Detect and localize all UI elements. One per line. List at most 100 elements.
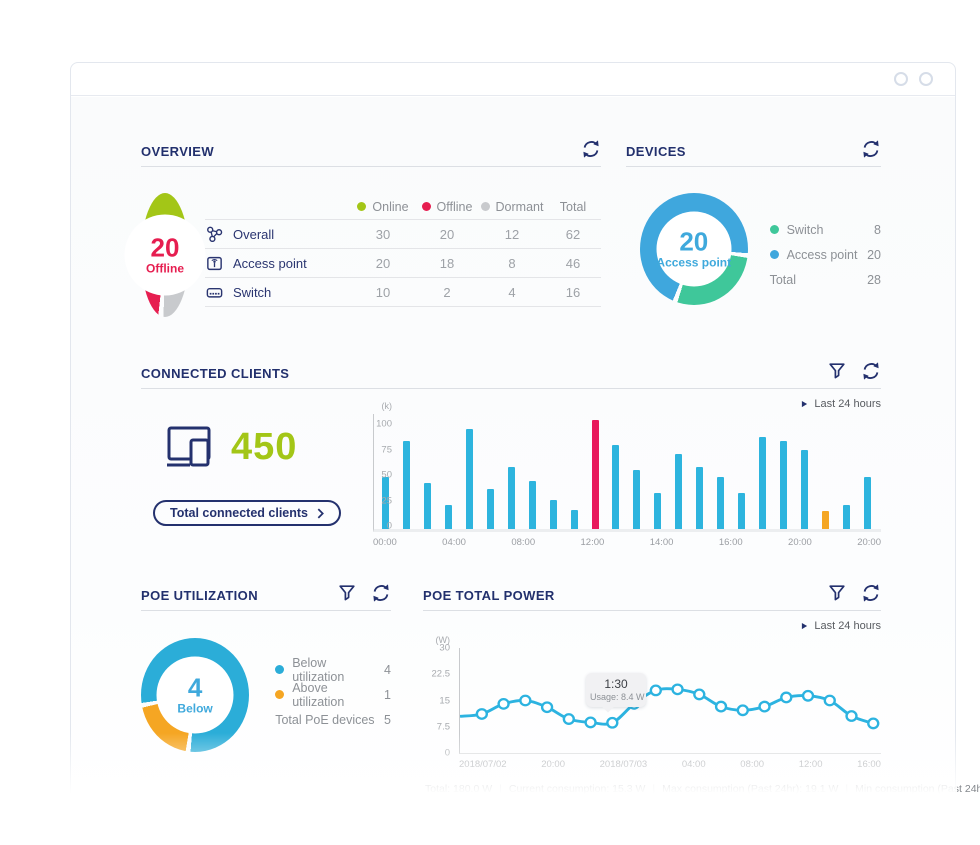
x-tick: 04:00	[681, 759, 706, 770]
table-row-access-point: Access point 20 18 8 46	[205, 249, 601, 278]
legend-value: 4	[384, 662, 391, 677]
data-point-marker	[562, 713, 575, 725]
bar	[801, 449, 809, 529]
x-tick: 16:00	[718, 537, 743, 548]
overview-donut-value: 20	[150, 232, 180, 263]
y-tick: 7.5	[436, 721, 450, 733]
ap-offline-count: 18	[439, 255, 455, 271]
poe-utilization-legend: Below utilization 4 Above utilization 1 …	[275, 656, 391, 752]
poe-total-power-title: POE TOTAL POWER	[423, 588, 555, 603]
bar	[382, 476, 389, 529]
legend-value: 5	[384, 712, 391, 727]
bar	[486, 489, 494, 529]
refresh-icon[interactable]	[861, 583, 881, 603]
poe-utilization-body: 4 Below Below utilization 4 Above utiliz	[141, 611, 391, 752]
bar	[507, 467, 515, 529]
data-point-marker	[714, 700, 728, 713]
window-titlebar	[71, 63, 955, 96]
line-chart-plot-area: (W) 0 7.5 15 22.5 30 1:30 Usage: 8.4 W	[432, 635, 881, 759]
x-tick: 08:00	[740, 759, 765, 770]
connected-clients-bar-chart: (k) 0 25 50 75 100 00:00 04:00 08:00	[345, 401, 881, 548]
tooltip-time: 1:30	[604, 677, 628, 691]
refresh-icon[interactable]	[861, 361, 881, 381]
bar	[591, 420, 599, 529]
devices-donut-label: Access point	[656, 255, 732, 270]
overview-donut-chart: 20 Offline	[124, 193, 206, 317]
play-icon	[802, 622, 808, 630]
y-axis-unit: (k)	[381, 401, 393, 411]
poe-utilization-donut-chart: 4 Below	[141, 638, 250, 752]
line-chart-x-axis: 2018/07/02 20:00 2018/07/03 04:00 08:00 …	[459, 759, 881, 770]
y-axis-unit: (W)	[435, 635, 451, 645]
switch-dormant-count: 4	[508, 284, 516, 300]
time-range-selector[interactable]: Last 24 hours	[141, 398, 881, 410]
filter-icon[interactable]	[337, 583, 357, 603]
total-connected-clients-button[interactable]: Total connected clients	[153, 500, 341, 526]
legend-label: Above utilization	[292, 680, 345, 709]
data-point-marker	[584, 716, 597, 729]
devices-header: DEVICES	[626, 139, 881, 167]
y-tick: 22.5	[431, 668, 451, 680]
legend-value: 20	[867, 247, 881, 262]
connected-clients-panel: CONNECTED CLIENTS	[141, 361, 881, 548]
chevron-right-icon	[317, 508, 324, 518]
line-chart-y-axis: (W) 0 7.5 15 22.5 30	[424, 635, 456, 759]
legend-item-below-utilization: Below utilization 4	[275, 656, 391, 684]
row-label: Overall	[233, 226, 275, 242]
legend-label: Below utilization	[292, 655, 345, 684]
y-tick: 0	[444, 747, 450, 759]
poe-utilization-title: POE UTILIZATION	[141, 588, 258, 603]
data-point-marker	[519, 694, 532, 707]
time-range-selector[interactable]: Last 24 hours	[423, 620, 881, 632]
bar-chart-y-axis: (k) 0 25 50 75 100	[374, 401, 398, 532]
x-tick: 04:00	[442, 537, 466, 548]
more-ellipsis	[849, 797, 869, 801]
x-tick: 00:00	[373, 537, 397, 548]
overall-icon	[207, 226, 223, 242]
overview-status-table: Online Offline Dormant Total	[205, 194, 601, 317]
window-circle-button[interactable]	[919, 72, 933, 86]
data-point-marker	[758, 700, 771, 713]
switch-online-count: 10	[375, 284, 391, 300]
data-point-marker	[780, 691, 793, 704]
ap-total-count: 46	[565, 255, 581, 271]
devices-panel: DEVICES	[626, 139, 881, 305]
bar	[654, 493, 662, 529]
bar	[822, 511, 830, 529]
legend-value: 28	[867, 272, 881, 287]
time-range-label: Last 24 hours	[814, 398, 881, 410]
legend-label: Access point	[786, 247, 858, 262]
window-circle-button[interactable]	[894, 72, 908, 86]
legend-online-label: Online	[372, 199, 409, 214]
filter-icon[interactable]	[827, 583, 847, 603]
y-tick: 50	[381, 469, 392, 481]
bar	[444, 504, 452, 529]
overall-online-count: 30	[375, 226, 391, 242]
overview-panel: OVERVIEW	[124, 139, 601, 317]
power-stats-row: Total: 180.0 W | Current consumption: 15.3…	[425, 783, 980, 795]
data-point-marker	[823, 694, 836, 707]
app-window: OVERVIEW	[69, 62, 980, 811]
chart-tooltip: 1:30 Usage: 8.4 W	[586, 673, 646, 707]
legend-dot	[275, 665, 285, 674]
overall-offline-count: 20	[439, 226, 455, 242]
bar	[402, 441, 410, 529]
poe-total-power-panel: POE TOTAL POWER	[423, 583, 980, 795]
data-point-marker	[693, 688, 706, 701]
stat-min: Min consumption (Past 24hr): 1.3 W	[855, 783, 980, 795]
line-chart-svg	[460, 683, 880, 730]
refresh-icon[interactable]	[861, 139, 881, 159]
legend-dot	[421, 202, 431, 211]
refresh-icon[interactable]	[371, 583, 391, 603]
legend-value: 8	[874, 222, 881, 237]
refresh-icon[interactable]	[581, 139, 601, 159]
data-point-marker	[540, 701, 554, 714]
legend-item-above-utilization: Above utilization 1	[275, 681, 391, 709]
filter-icon[interactable]	[827, 361, 847, 381]
ap-online-count: 20	[375, 255, 391, 271]
y-tick: 15	[439, 695, 450, 706]
legend-item-switch: Switch 8	[769, 222, 881, 237]
bar	[696, 467, 704, 529]
row-label: Switch	[233, 284, 272, 300]
bar	[863, 476, 871, 529]
